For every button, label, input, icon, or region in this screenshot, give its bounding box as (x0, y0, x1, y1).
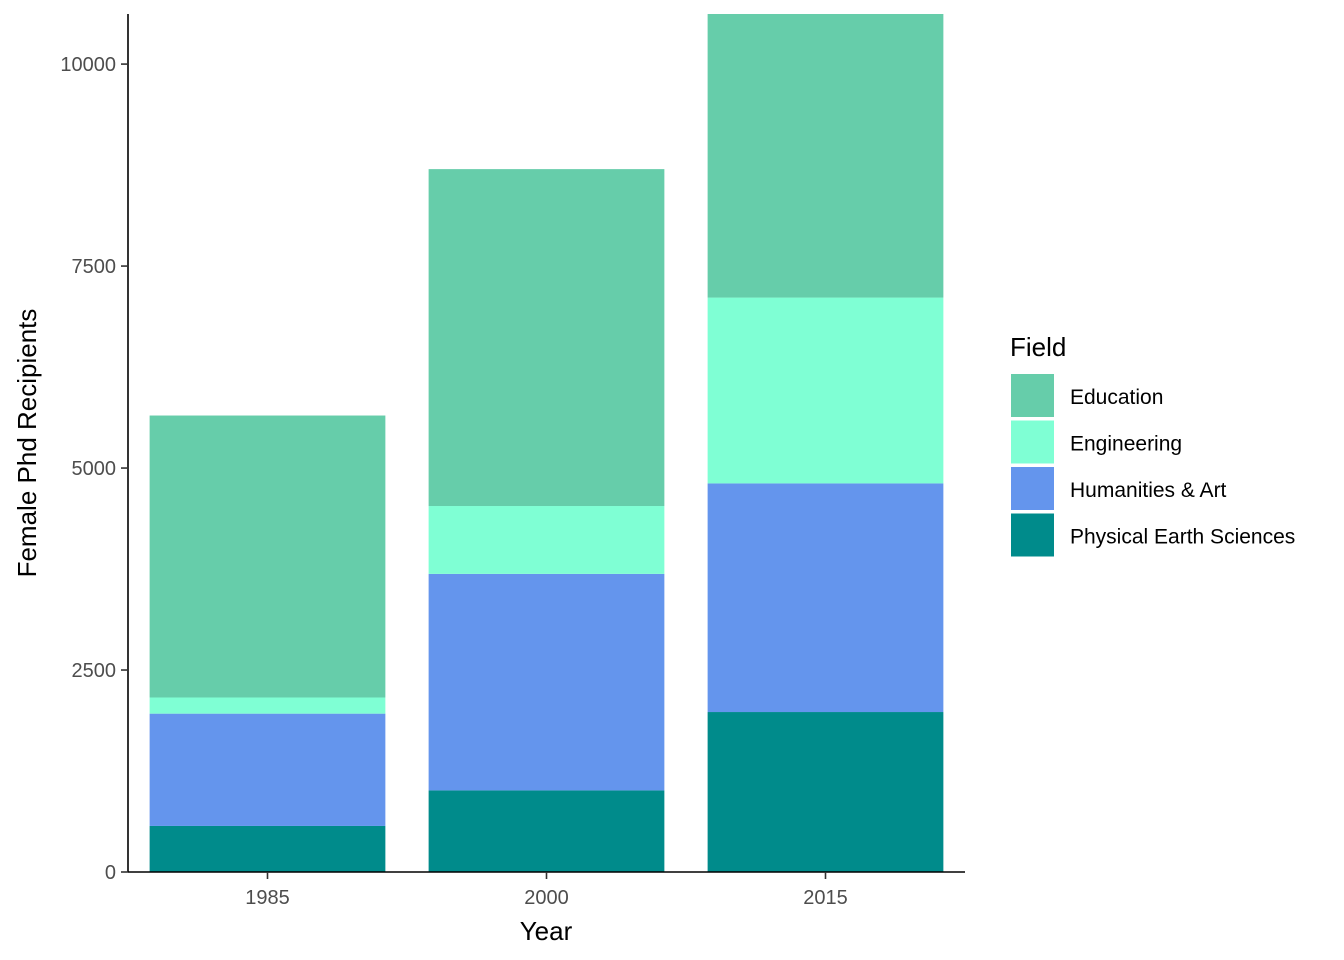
y-axis-title: Female Phd Recipients (12, 309, 42, 578)
bar-1985-humanities-art (149, 713, 386, 826)
bar-1985-physical-earth-sciences (149, 825, 386, 872)
bar-2015-education (707, 14, 944, 298)
legend-label: Humanities & Art (1070, 479, 1227, 502)
legend-label: Engineering (1070, 433, 1182, 456)
y-tick-label: 10000 (60, 54, 116, 76)
x-tick-label: 2000 (524, 887, 569, 909)
bar-2000-humanities-art (428, 573, 665, 791)
legend-key-physical-earth-sciences (1011, 513, 1054, 557)
bar-2000-engineering (428, 506, 665, 574)
bar-2015-engineering (707, 297, 944, 484)
legend-key-humanities-art (1011, 467, 1054, 510)
y-axis: 0 2500 5000 7500 10000 (60, 14, 129, 884)
legend: Field Education Engineering Humanities & A… (1010, 332, 1295, 557)
plot-area (149, 14, 944, 872)
x-axis: 1985 2000 2015 (128, 871, 965, 909)
x-axis-title: Year (520, 916, 573, 946)
bar-2015-humanities-art (707, 483, 944, 713)
y-tick-label: 0 (105, 862, 116, 884)
legend-key-education (1011, 374, 1054, 417)
bar-2000-education (428, 169, 665, 507)
x-tick-label: 2015 (803, 887, 848, 909)
x-tick-label: 1985 (245, 887, 290, 909)
legend-key-engineering (1011, 420, 1054, 464)
y-tick-label: 5000 (72, 458, 117, 480)
bar-2015-physical-earth-sciences (707, 712, 944, 872)
y-tick-label: 2500 (72, 660, 117, 682)
bar-2000-physical-earth-sciences (428, 790, 665, 872)
legend-label: Education (1070, 386, 1163, 409)
y-tick-label: 7500 (72, 256, 117, 278)
bar-1985-education (149, 415, 386, 698)
bar-1985-engineering (149, 697, 386, 714)
legend-label: Physical Earth Sciences (1070, 526, 1295, 549)
legend-title: Field (1010, 332, 1066, 362)
